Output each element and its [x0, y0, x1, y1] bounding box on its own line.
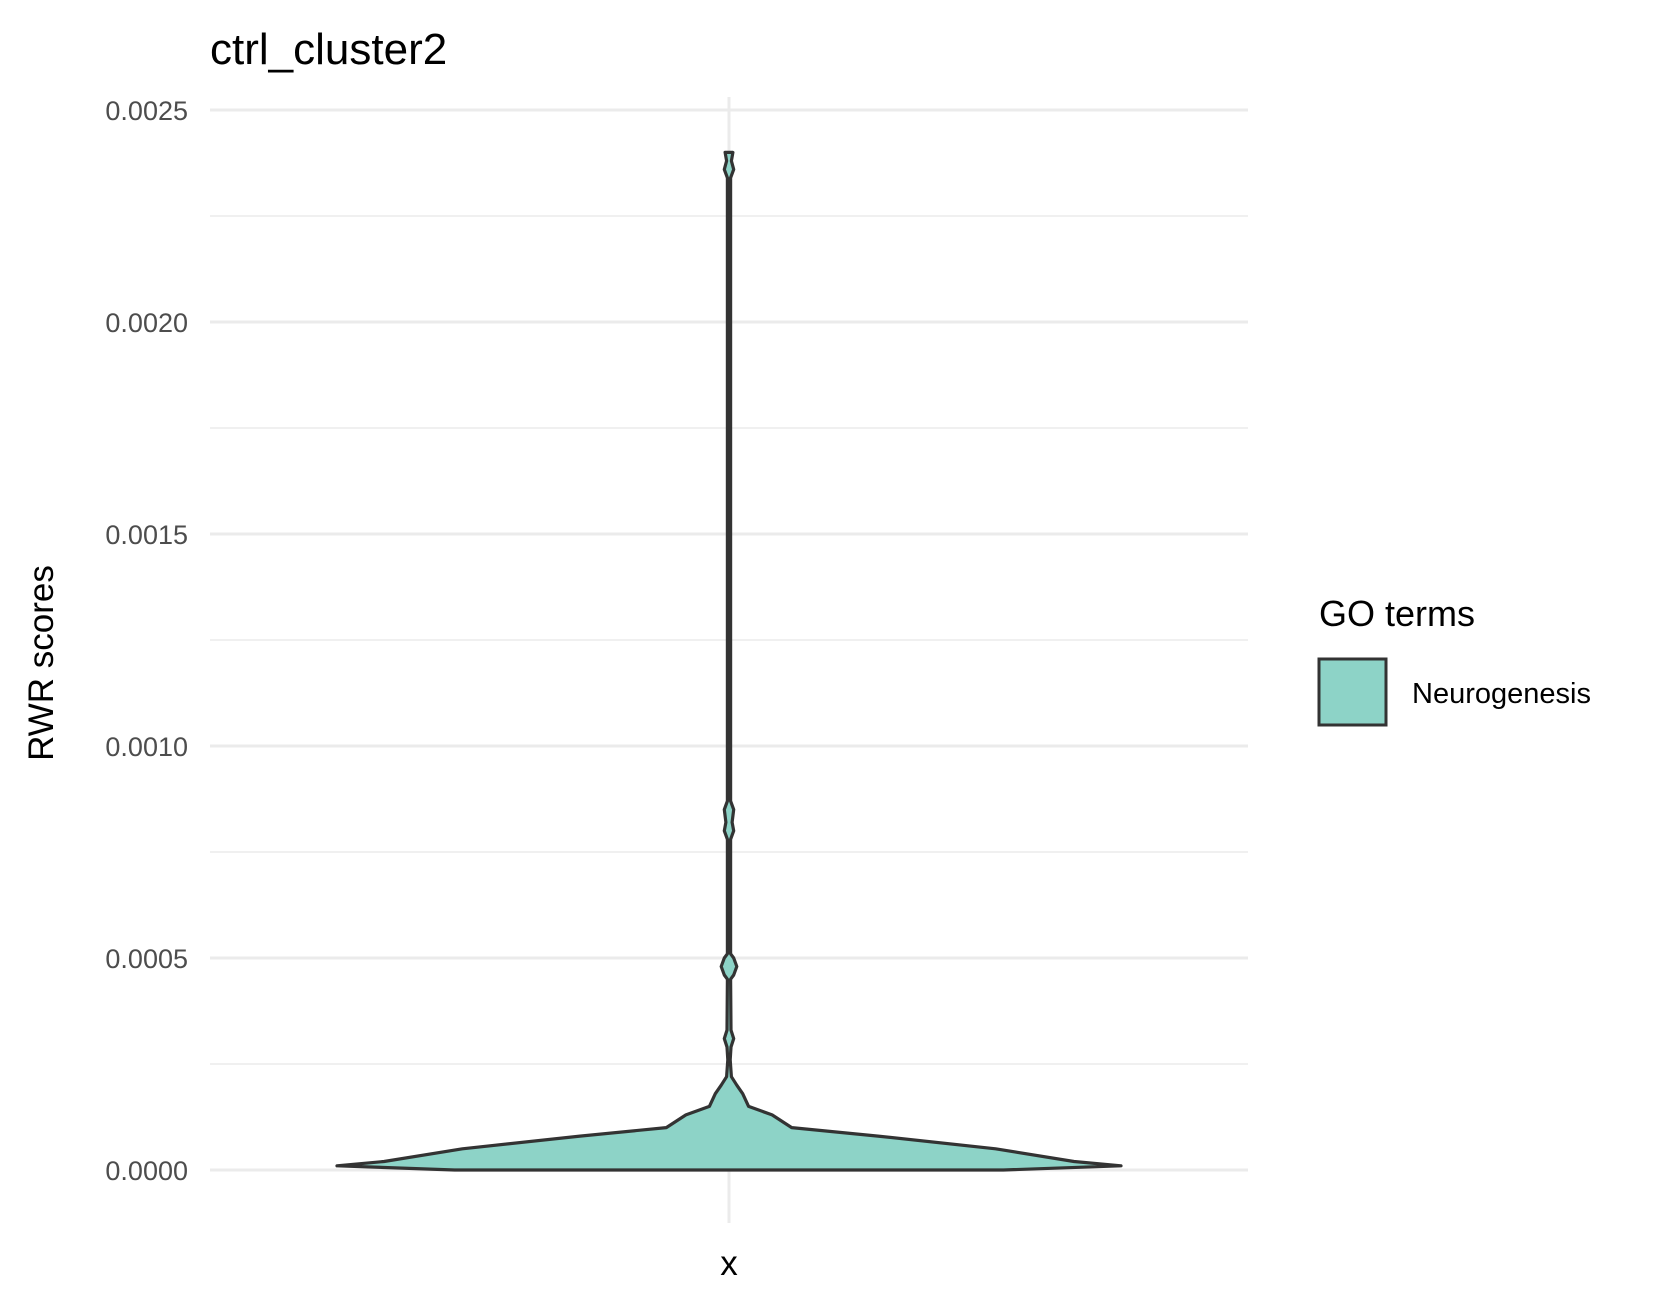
legend: GO terms Neurogenesis — [1317, 593, 1591, 727]
chart-title: ctrl_cluster2 — [210, 25, 447, 74]
y-tick-label: 0.0015 — [105, 520, 188, 550]
violin-x — [335, 150, 1123, 1172]
y-tick-labels: 0.0000 0.0005 0.0010 0.0015 0.0020 0.0025 — [105, 96, 188, 1186]
y-tick-label: 0.0010 — [105, 732, 188, 762]
legend-key-neurogenesis — [1317, 657, 1388, 727]
x-tick-label: x — [720, 1244, 738, 1283]
violin-layer — [335, 150, 1123, 1172]
y-tick-label: 0.0020 — [105, 308, 188, 338]
y-axis-title: RWR scores — [22, 565, 61, 761]
y-tick-label: 0.0025 — [105, 96, 188, 126]
y-tick-label: 0.0000 — [105, 1156, 188, 1186]
x-tick-labels: x — [720, 1244, 738, 1283]
legend-title: GO terms — [1319, 593, 1475, 634]
legend-label-neurogenesis: Neurogenesis — [1412, 678, 1591, 710]
y-tick-label: 0.0005 — [105, 944, 188, 974]
